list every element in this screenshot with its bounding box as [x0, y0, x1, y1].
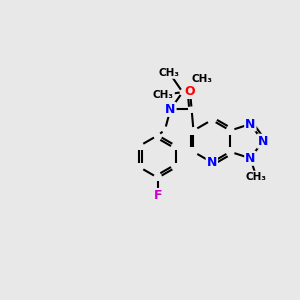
Text: CH₃: CH₃ — [191, 74, 212, 84]
Text: CH₃: CH₃ — [153, 90, 174, 100]
Text: N: N — [207, 156, 217, 169]
Text: F: F — [154, 189, 162, 202]
Text: N: N — [245, 152, 256, 165]
Text: CH₃: CH₃ — [246, 172, 267, 182]
Text: N: N — [165, 103, 176, 116]
Text: N: N — [258, 135, 268, 148]
Text: O: O — [185, 85, 195, 98]
Text: N: N — [245, 118, 256, 130]
Text: CH₃: CH₃ — [159, 68, 180, 78]
